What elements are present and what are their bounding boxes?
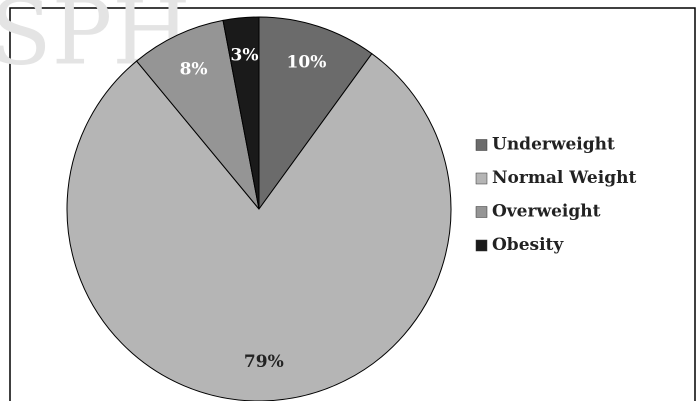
data-label: 3% bbox=[231, 46, 259, 66]
legend-label: Overweight bbox=[492, 202, 601, 222]
legend-swatch bbox=[475, 239, 488, 252]
legend-swatch bbox=[475, 172, 488, 185]
legend-label: Normal Weight bbox=[492, 168, 636, 188]
legend-swatch bbox=[475, 139, 488, 151]
legend-label: Obesity bbox=[492, 235, 564, 255]
pie-slice bbox=[258, 16, 373, 211]
pie-slice bbox=[135, 19, 260, 210]
chart-frame bbox=[9, 7, 696, 401]
data-label: 10% bbox=[287, 52, 327, 72]
pie-slice bbox=[222, 16, 260, 210]
data-label: 8% bbox=[180, 60, 208, 80]
data-label: 79% bbox=[244, 352, 284, 372]
legend-label: Underweight bbox=[492, 135, 615, 155]
legend-swatch bbox=[475, 206, 488, 218]
